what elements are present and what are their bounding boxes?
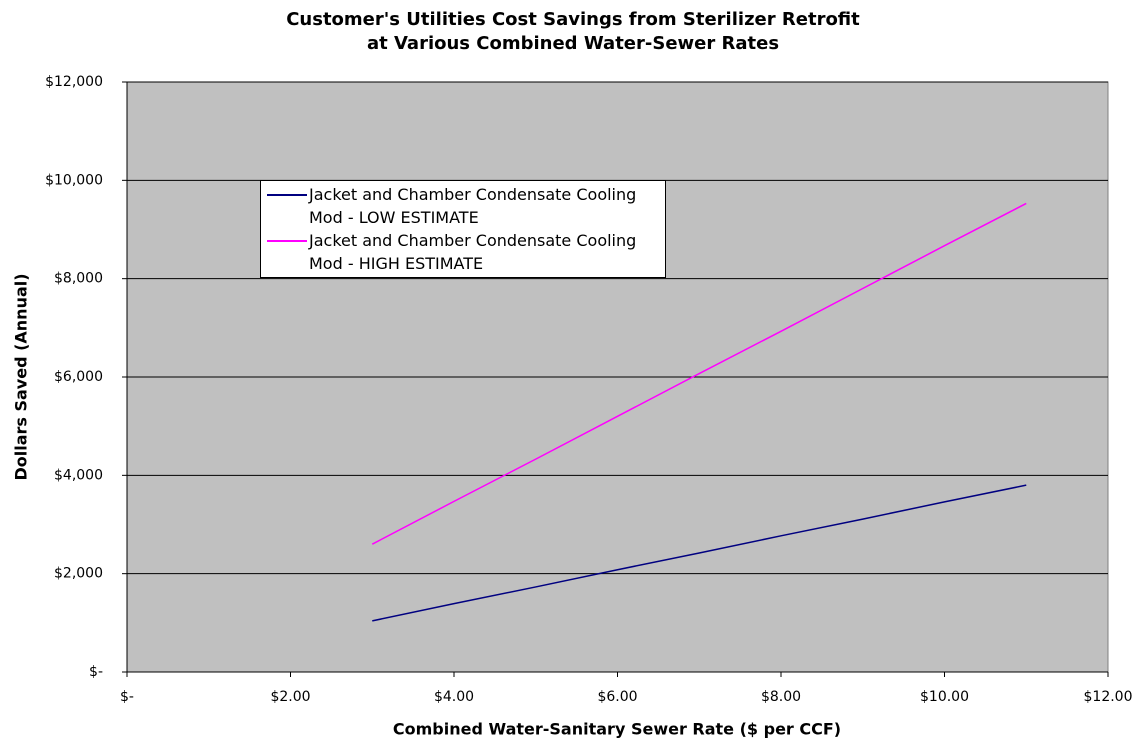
x-tick-label: $8.00 <box>761 689 801 705</box>
x-tick-label: $- <box>120 689 134 705</box>
series-line <box>371 202 1027 545</box>
chart-title: at Various Combined Water-Sewer Rates <box>367 33 779 54</box>
chart-title: Customer's Utilities Cost Savings from S… <box>286 9 860 30</box>
legend: Jacket and Chamber Condensate Cooling Mo… <box>260 180 666 278</box>
x-tick-label: $2.00 <box>270 689 310 705</box>
x-tick-label: $6.00 <box>597 689 637 705</box>
legend-swatch <box>267 240 307 242</box>
x-tick-label: $10.00 <box>920 689 969 705</box>
y-axis-label: Dollars Saved (Annual) <box>12 273 31 480</box>
y-tick-label: $- <box>89 664 103 680</box>
legend-entry: Jacket and Chamber Condensate Cooling Mo… <box>267 183 659 229</box>
y-tick-label: $8,000 <box>54 271 103 287</box>
legend-entry: Jacket and Chamber Condensate Cooling Mo… <box>267 229 659 275</box>
series-line <box>372 484 1027 622</box>
y-tick-label: $2,000 <box>54 566 103 582</box>
y-tick-label: $10,000 <box>45 172 103 188</box>
x-tick-label: $4.00 <box>434 689 474 705</box>
x-axis-label: Combined Water-Sanitary Sewer Rate ($ pe… <box>393 720 841 739</box>
x-tick-label: $12.00 <box>1084 689 1133 705</box>
y-tick-label: $4,000 <box>54 467 103 483</box>
y-tick-label: $6,000 <box>54 369 103 385</box>
legend-label: Jacket and Chamber Condensate Cooling Mo… <box>309 231 637 273</box>
y-tick-label: $12,000 <box>45 74 103 90</box>
legend-swatch <box>267 194 307 196</box>
legend-label: Jacket and Chamber Condensate Cooling Mo… <box>309 185 637 227</box>
